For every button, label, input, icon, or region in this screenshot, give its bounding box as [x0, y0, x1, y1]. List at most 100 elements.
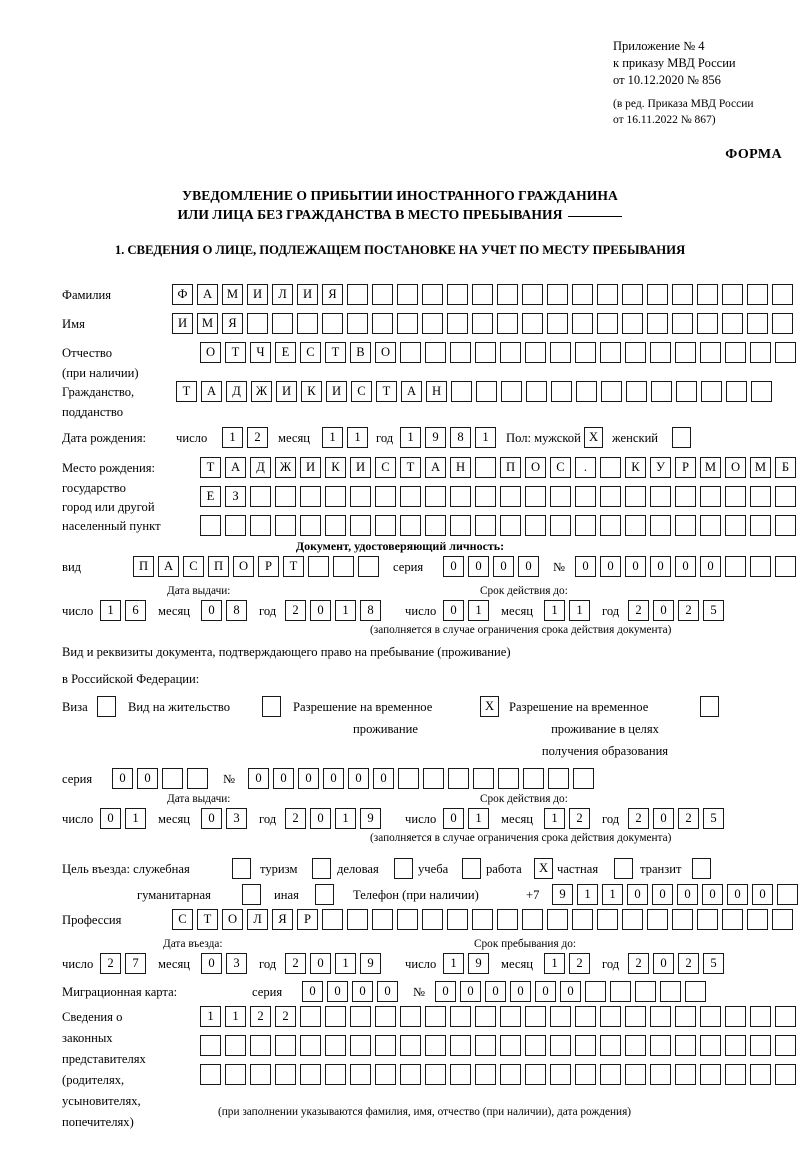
birthplace-row-3-cell[interactable]: [575, 515, 596, 536]
doc-series-input-cell[interactable]: 0: [443, 556, 464, 577]
birthplace-row-1-cell[interactable]: Т: [200, 457, 221, 478]
purpose-tourism-checkbox[interactable]: [312, 858, 331, 879]
visa-checkbox[interactable]: [97, 696, 116, 717]
representatives-row-3-cell[interactable]: [625, 1064, 646, 1085]
birthplace-row-1-cell[interactable]: Н: [450, 457, 471, 478]
birthplace-row-2-cell[interactable]: [725, 486, 746, 507]
patronymic-input-cell[interactable]: [650, 342, 671, 363]
surname-input-cell[interactable]: [497, 284, 518, 305]
surname-input-cell[interactable]: Ф: [172, 284, 193, 305]
citizenship-input-cell[interactable]: [676, 381, 697, 402]
entry-year-cell[interactable]: 1: [335, 953, 356, 974]
surname-input-cell[interactable]: [597, 284, 618, 305]
stay-month-cell[interactable]: 1: [544, 953, 565, 974]
doc-valid-month-cell[interactable]: 1: [544, 600, 565, 621]
surname-input-cell[interactable]: [347, 284, 368, 305]
citizenship-input-cell[interactable]: Н: [426, 381, 447, 402]
representatives-row-1-cell[interactable]: [625, 1006, 646, 1027]
permit-valid-day-cell[interactable]: 1: [468, 808, 489, 829]
doc-number-input-cell[interactable]: [750, 556, 771, 577]
representatives-row-3-cell[interactable]: [250, 1064, 271, 1085]
permit-valid-year-cell[interactable]: 2: [678, 808, 699, 829]
entry-year-cell[interactable]: 9: [360, 953, 381, 974]
stay-year-cell[interactable]: 2: [628, 953, 649, 974]
birthplace-row-2-cell[interactable]: [325, 486, 346, 507]
firstname-input-cell[interactable]: [447, 313, 468, 334]
patronymic-input-cell[interactable]: В: [350, 342, 371, 363]
doc-kind-input-cell[interactable]: [358, 556, 379, 577]
birthplace-row-3-cell[interactable]: [450, 515, 471, 536]
firstname-input-cell[interactable]: [547, 313, 568, 334]
migration-card-number-input-cell[interactable]: [610, 981, 631, 1002]
representatives-row-2-cell[interactable]: [575, 1035, 596, 1056]
representatives-row-2-cell[interactable]: [200, 1035, 221, 1056]
doc-number-input-cell[interactable]: 0: [700, 556, 721, 577]
representatives-row-1-cell[interactable]: [375, 1006, 396, 1027]
profession-input-cell[interactable]: [497, 909, 518, 930]
patronymic-input-cell[interactable]: [550, 342, 571, 363]
migration-card-series-input-cell[interactable]: 0: [377, 981, 398, 1002]
patronymic-input-cell[interactable]: О: [200, 342, 221, 363]
surname-input-cell[interactable]: И: [247, 284, 268, 305]
firstname-input-cell[interactable]: [472, 313, 493, 334]
birthplace-row-3-cell[interactable]: [475, 515, 496, 536]
firstname-input-cell[interactable]: [747, 313, 768, 334]
doc-number-input-cell[interactable]: 0: [650, 556, 671, 577]
firstname-input-cell[interactable]: [647, 313, 668, 334]
representatives-row-2-cell[interactable]: [600, 1035, 621, 1056]
patronymic-input-cell[interactable]: [600, 342, 621, 363]
migration-card-number-input-cell[interactable]: 0: [485, 981, 506, 1002]
profession-input-cell[interactable]: [397, 909, 418, 930]
profession-input-cell[interactable]: [322, 909, 343, 930]
representatives-row-3-cell[interactable]: [550, 1064, 571, 1085]
birthplace-row-2-cell[interactable]: [275, 486, 296, 507]
representatives-row-1-cell[interactable]: [725, 1006, 746, 1027]
profession-input-cell[interactable]: Я: [272, 909, 293, 930]
birthplace-row-1-cell[interactable]: Т: [400, 457, 421, 478]
permit-issue-day-cell[interactable]: 0: [100, 808, 121, 829]
permit-issue-month-cell[interactable]: 0: [201, 808, 222, 829]
birthplace-row-3-cell[interactable]: [525, 515, 546, 536]
firstname-input-cell[interactable]: [597, 313, 618, 334]
permit-number-input-cell[interactable]: 0: [348, 768, 369, 789]
permit-issue-day-cell[interactable]: 1: [125, 808, 146, 829]
representatives-row-1-cell[interactable]: [775, 1006, 796, 1027]
doc-issue-year-cell[interactable]: 2: [285, 600, 306, 621]
surname-input-cell[interactable]: [622, 284, 643, 305]
representatives-row-3-cell[interactable]: [225, 1064, 246, 1085]
profession-input-cell[interactable]: [722, 909, 743, 930]
citizenship-input-cell[interactable]: Ж: [251, 381, 272, 402]
temp-residence-edu-checkbox[interactable]: [700, 696, 719, 717]
profession-input-cell[interactable]: С: [172, 909, 193, 930]
representatives-row-3-cell[interactable]: [525, 1064, 546, 1085]
patronymic-input-cell[interactable]: [425, 342, 446, 363]
permit-valid-year-cell[interactable]: 2: [628, 808, 649, 829]
doc-valid-year-cell[interactable]: 2: [628, 600, 649, 621]
citizenship-input-cell[interactable]: А: [201, 381, 222, 402]
birthplace-row-1-cell[interactable]: К: [325, 457, 346, 478]
permit-issue-year-cell[interactable]: 9: [360, 808, 381, 829]
firstname-input-cell[interactable]: [772, 313, 793, 334]
doc-kind-input-cell[interactable]: О: [233, 556, 254, 577]
representatives-row-3-cell[interactable]: [275, 1064, 296, 1085]
permit-number-input-cell[interactable]: [548, 768, 569, 789]
permit-series-input-cell[interactable]: [162, 768, 183, 789]
permit-valid-year-cell[interactable]: 5: [703, 808, 724, 829]
birthplace-row-2-cell[interactable]: [350, 486, 371, 507]
representatives-row-2-cell[interactable]: [375, 1035, 396, 1056]
profession-input-cell[interactable]: [572, 909, 593, 930]
representatives-row-2-cell[interactable]: [550, 1035, 571, 1056]
patronymic-input-cell[interactable]: Ч: [250, 342, 271, 363]
entry-day-cell[interactable]: 2: [100, 953, 121, 974]
purpose-humanitarian-checkbox[interactable]: [242, 884, 261, 905]
birthplace-row-3-cell[interactable]: [325, 515, 346, 536]
representatives-row-3-cell[interactable]: [350, 1064, 371, 1085]
permit-valid-year-cell[interactable]: 0: [653, 808, 674, 829]
